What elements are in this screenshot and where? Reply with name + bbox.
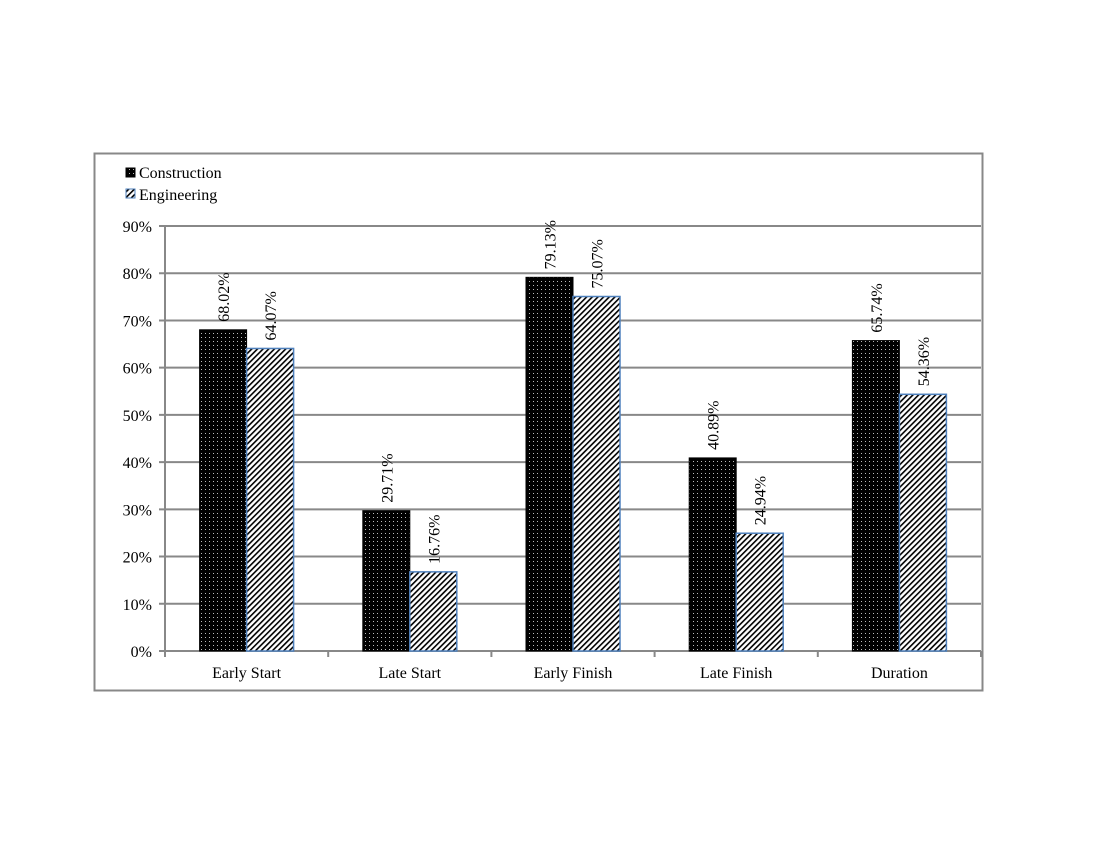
x-tick-label: Late Start <box>378 665 441 682</box>
legend-swatch-construction <box>125 167 136 178</box>
data-label: 29.71% <box>379 453 396 502</box>
bar-engineering <box>735 532 784 652</box>
legend-swatch-engineering <box>125 188 136 199</box>
data-label: 40.89% <box>706 401 723 450</box>
legend-label-construction: Construction <box>139 165 222 182</box>
y-tick-label: 0% <box>131 644 152 661</box>
bar-construction <box>688 457 737 652</box>
data-label: 79.13% <box>543 220 560 269</box>
data-label: 65.74% <box>869 283 886 332</box>
data-label: 64.07% <box>263 291 280 340</box>
data-label: 16.76% <box>426 515 443 564</box>
y-tick-label: 40% <box>123 455 152 472</box>
y-tick-label: 10% <box>123 597 152 614</box>
x-tick-label: Early Finish <box>534 665 613 682</box>
bar-engineering <box>572 295 621 652</box>
y-tick-label: 80% <box>123 266 152 283</box>
x-tick-label: Late Finish <box>700 665 772 682</box>
bar-engineering <box>245 347 295 652</box>
bar-construction <box>362 510 411 652</box>
y-tick-label: 90% <box>123 219 152 236</box>
y-tick-label: 70% <box>123 313 152 330</box>
y-tick-label: 50% <box>123 408 152 425</box>
bar-construction <box>851 340 900 652</box>
y-tick-label: 30% <box>123 502 152 519</box>
data-label: 75.07% <box>590 239 607 288</box>
x-tick-label: Duration <box>871 665 928 682</box>
x-tick-label: Early Start <box>212 665 281 682</box>
data-label: 24.94% <box>753 476 770 525</box>
y-tick-label: 20% <box>123 550 152 567</box>
data-label: 54.36% <box>916 337 933 386</box>
y-tick-label: 60% <box>123 361 152 378</box>
legend-label-engineering: Engineering <box>139 187 217 204</box>
bar-construction <box>525 276 574 652</box>
bar-engineering <box>898 393 948 652</box>
legend: Construction Engineering <box>125 165 222 204</box>
bar-construction <box>199 329 248 652</box>
data-label: 68.02% <box>216 272 233 321</box>
bar-engineering <box>409 571 458 652</box>
